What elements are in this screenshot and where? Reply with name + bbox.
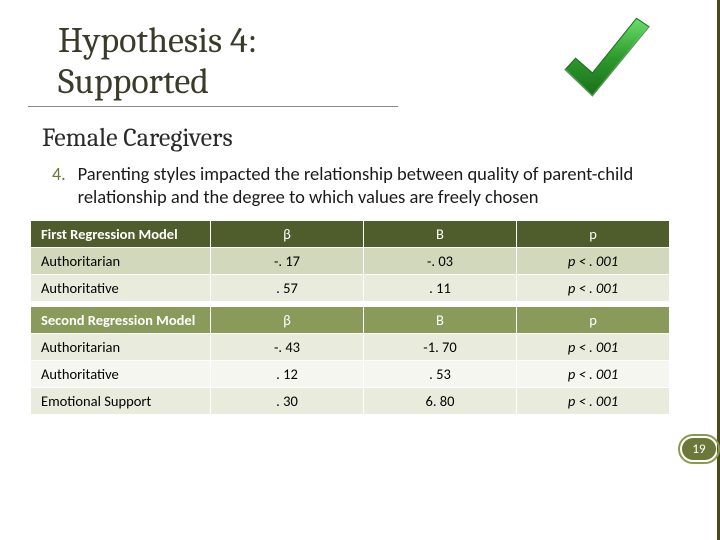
row-label: Authoritative (31, 361, 211, 388)
table-row: Authoritative . 12 . 53 p < . 001 (31, 361, 670, 388)
slide-title: Hypothesis 4: Supported (28, 0, 398, 107)
header-beta: β (211, 221, 364, 248)
cell-beta: . 12 (211, 361, 364, 388)
cell-B: -1. 70 (364, 334, 517, 361)
table-row: Authoritative . 57 . 11 p < . 001 (31, 275, 670, 302)
row-label: Emotional Support (31, 388, 211, 415)
list-text: Parenting styles impacted the relationsh… (78, 163, 638, 208)
header-p: p (517, 221, 670, 248)
cell-beta: -. 17 (211, 248, 364, 275)
header-label: First Regression Model (31, 221, 211, 248)
cell-p: p < . 001 (517, 388, 670, 415)
row-label: Authoritarian (31, 248, 211, 275)
cell-p: p < . 001 (517, 275, 670, 302)
cell-p: p < . 001 (517, 334, 670, 361)
regression-table-1: First Regression Model β B p Authoritari… (30, 220, 670, 302)
cell-B: . 53 (364, 361, 517, 388)
row-label: Authoritarian (31, 334, 211, 361)
checkmark-icon (550, 12, 660, 117)
table-row: Authoritarian -. 17 -. 03 p < . 001 (31, 248, 670, 275)
table-header-row: Second Regression Model β B p (31, 307, 670, 334)
page-number-badge: 19 (682, 438, 716, 460)
table-header-row: First Regression Model β B p (31, 221, 670, 248)
cell-p: p < . 001 (517, 361, 670, 388)
cell-beta: . 57 (211, 275, 364, 302)
list-number: 4. (52, 163, 74, 185)
header-B: B (364, 221, 517, 248)
header-beta: β (211, 307, 364, 334)
body-text: 4. Parenting styles impacted the relatio… (0, 161, 720, 218)
table-row: Emotional Support . 30 6. 80 p < . 001 (31, 388, 670, 415)
cell-B: . 11 (364, 275, 517, 302)
cell-B: 6. 80 (364, 388, 517, 415)
cell-beta: . 30 (211, 388, 364, 415)
row-label: Authoritative (31, 275, 211, 302)
cell-p: p < . 001 (517, 248, 670, 275)
header-p: p (517, 307, 670, 334)
cell-B: -. 03 (364, 248, 517, 275)
header-label: Second Regression Model (31, 307, 211, 334)
regression-table-2: Second Regression Model β B p Authoritar… (30, 306, 670, 415)
table-row: Authoritarian -. 43 -1. 70 p < . 001 (31, 334, 670, 361)
header-B: B (364, 307, 517, 334)
cell-beta: -. 43 (211, 334, 364, 361)
